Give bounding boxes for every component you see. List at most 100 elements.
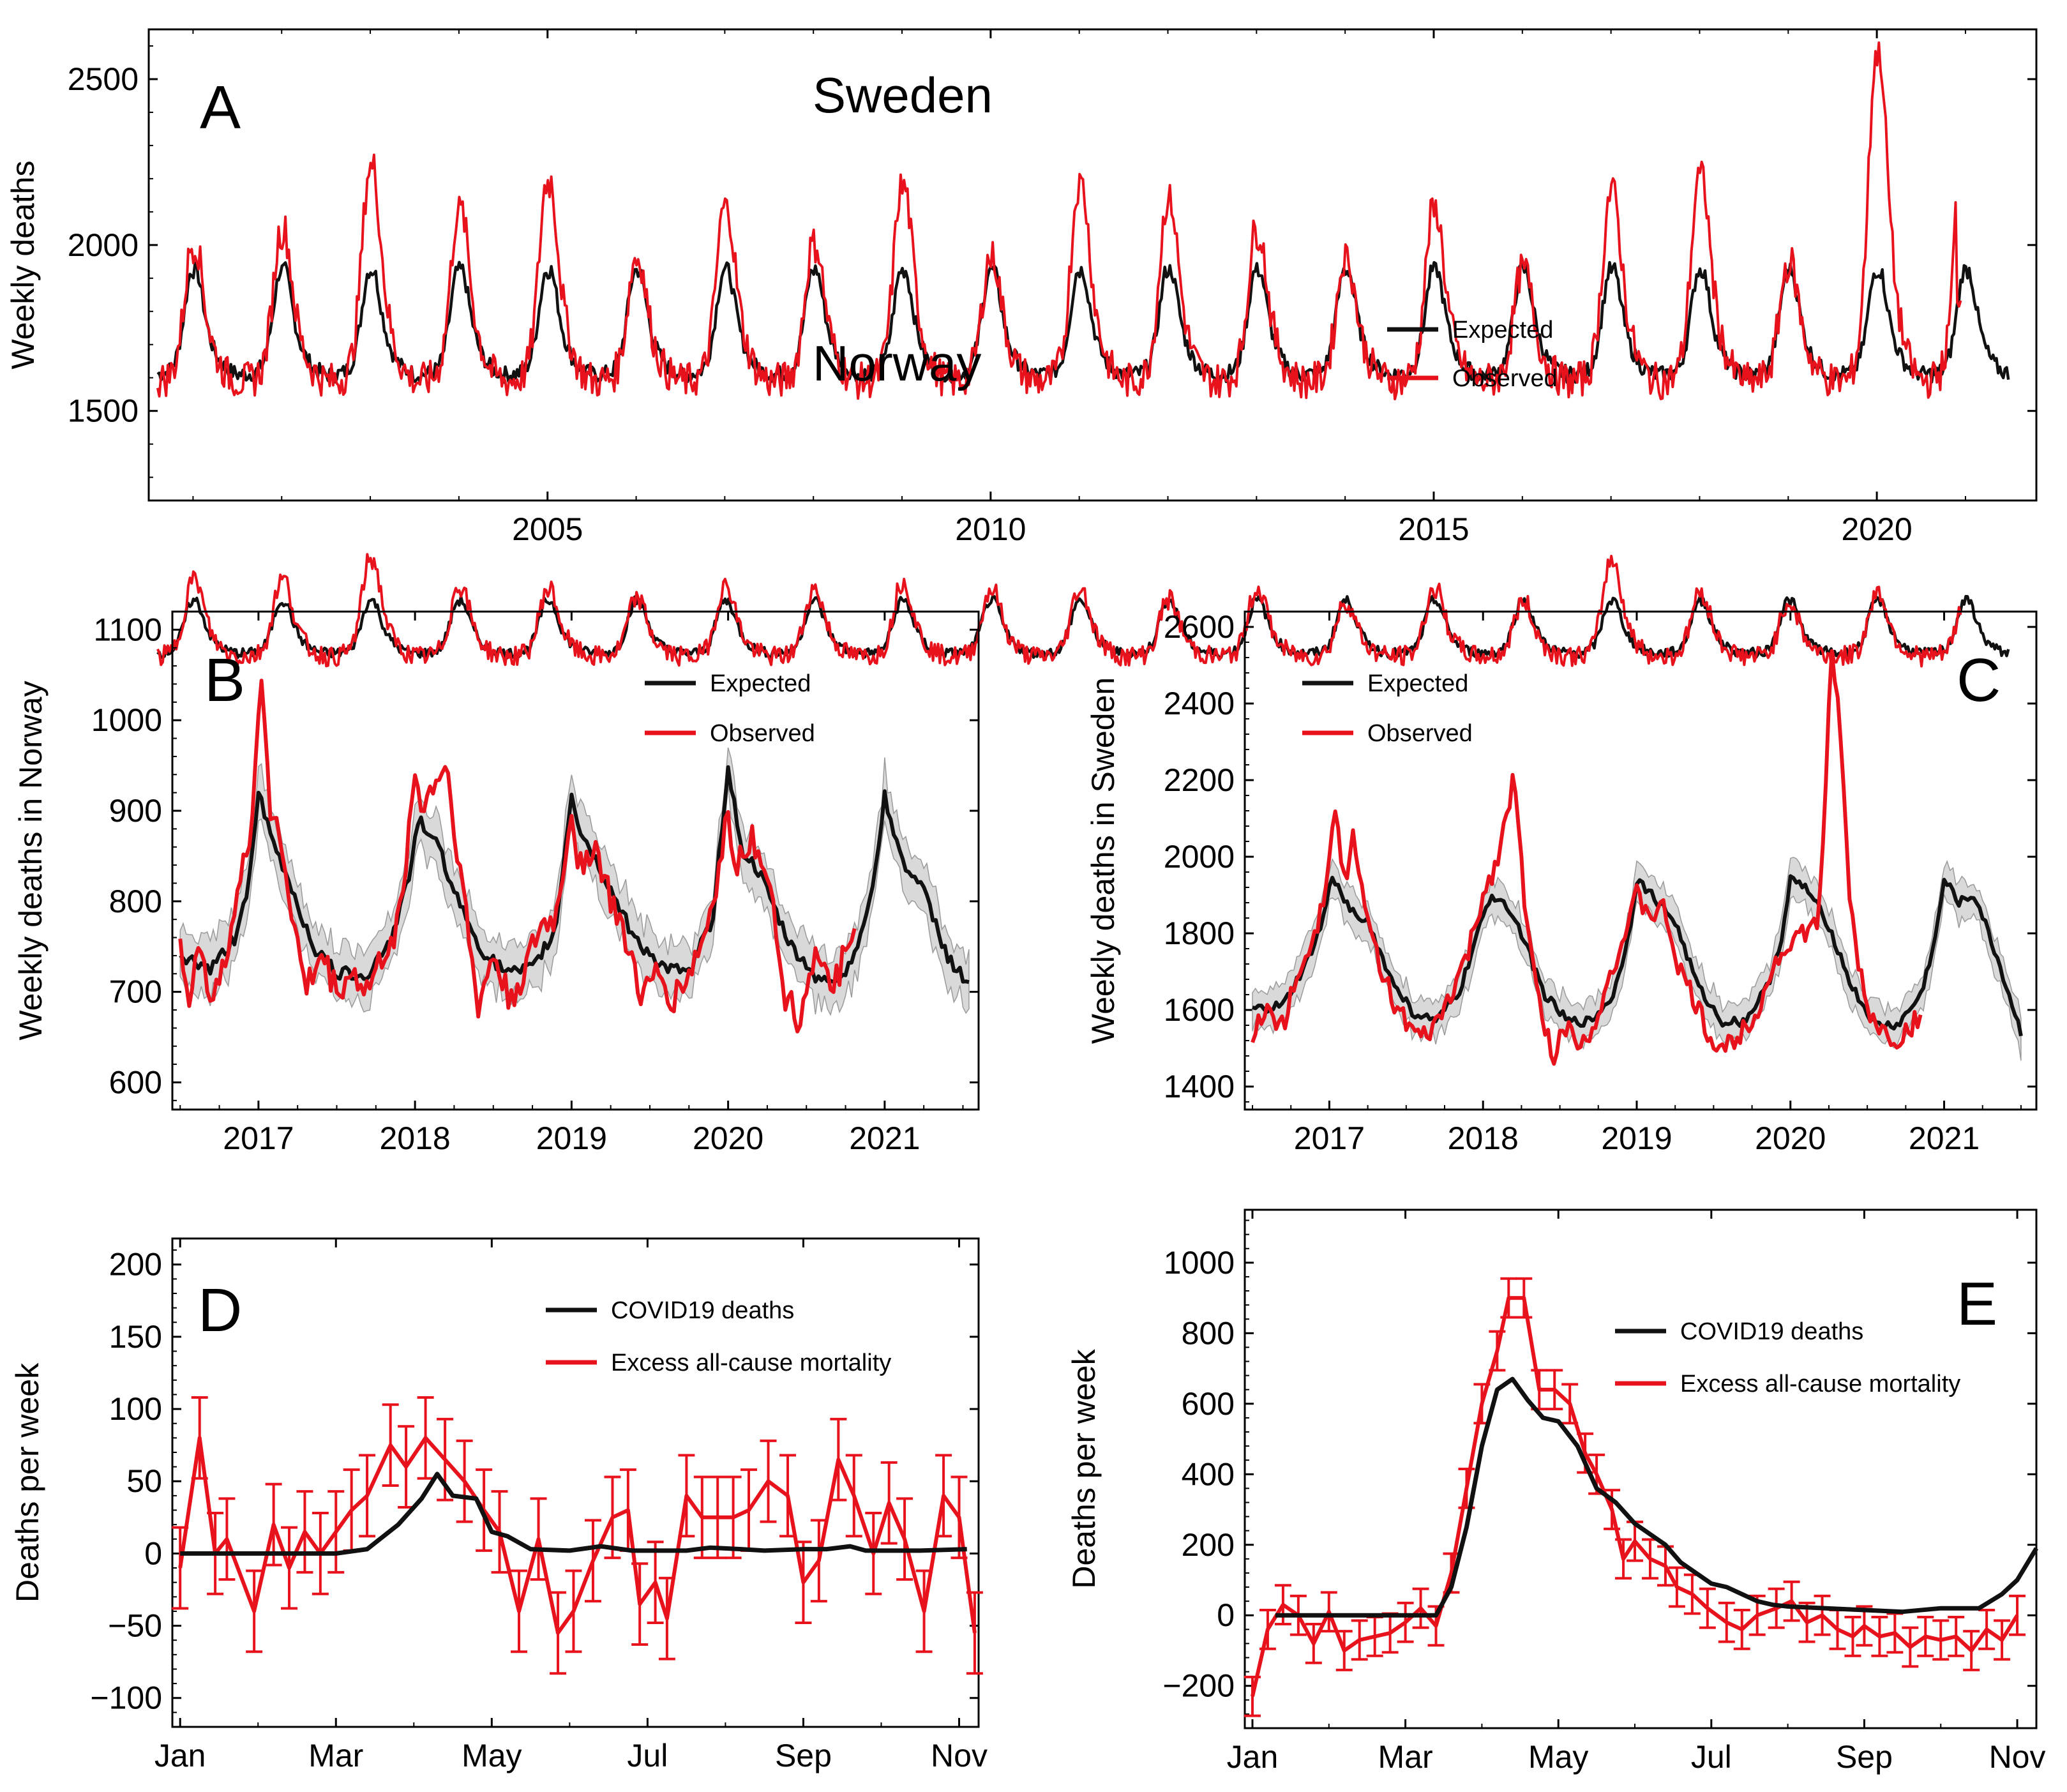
plot-frame [171,1237,980,1728]
y-tick-label: 2200 [1164,762,1235,798]
x-tick-label: 2020 [1755,1120,1826,1156]
plot-frame [147,28,2038,502]
norway-label: Norway [813,335,981,391]
y-tick-label: 150 [109,1319,162,1355]
x-tick-label: 2015 [1398,511,1469,547]
x-tick-label: Jan [1227,1739,1279,1775]
y-tick-label: 2400 [1164,686,1235,721]
y-tick-label: 0 [144,1535,162,1571]
panel-d: −100 −50 0 50 100 150 200 Deaths per week Jan Mar… [10,1237,988,1773]
y-tick-label: 50 [126,1463,162,1499]
x-tick-label: 2020 [1841,511,1912,547]
panel-letter: D [198,1276,242,1344]
x-tick-label: 2018 [380,1120,451,1156]
panel-letter: C [1957,646,2001,714]
y-tick-label: 1600 [1164,992,1235,1028]
sweden-label: Sweden [813,67,993,123]
panel-letter: A [200,73,241,142]
norway-expected-line [156,594,2010,659]
panel-c: 1400 1600 1800 2000 2200 2400 2600 Weekly death… [1085,609,2038,1156]
y-axis-title: Weekly deaths [5,160,41,369]
y-tick-label: 1000 [1164,1245,1235,1281]
sweden-observed-line [156,41,1962,401]
x-tick-label: Sep [775,1738,832,1773]
y-tick-label: 600 [1182,1386,1235,1422]
x-tick-label: 2019 [536,1120,607,1156]
legend-observed-label: Observed [710,720,815,747]
panel-b: 600 700 800 900 1000 1100 Weekly deaths in Nor… [13,610,980,1156]
x-tick-label: Jan [154,1738,206,1773]
y-tick-label: 700 [109,974,162,1010]
y-tick-label: 1500 [68,393,139,429]
y-tick-label: −50 [108,1608,162,1644]
y-tick-label: 2500 [68,61,139,97]
x-tick-label: 2021 [1909,1120,1980,1156]
x-tick-label: 2020 [693,1120,763,1156]
panel-letter: B [204,646,245,714]
y-tick-label: 900 [109,793,162,829]
y-tick-label: 0 [1217,1597,1235,1633]
panel-e: −200 0 200 400 600 800 1000 Deaths per week Jan M… [1066,1208,2046,1775]
covid-deaths-line [1275,1376,2038,1618]
x-tick-label: Jul [627,1738,668,1773]
plot-frame [171,610,980,1111]
y-axis-title: Weekly deaths in Norway [13,681,49,1040]
y-axis-title: Deaths per week [10,1362,45,1602]
y-tick-label: 800 [1182,1315,1235,1351]
legend-excess-label: Excess all-cause mortality [1680,1371,1960,1397]
y-tick-label: 400 [1182,1456,1235,1492]
plot-frame [1244,610,2038,1111]
plot-frame [1244,1208,2038,1729]
y-tick-label: 600 [109,1064,162,1100]
legend-excess-label: Excess all-cause mortality [611,1350,891,1376]
x-tick-label: Sep [1836,1739,1893,1775]
legend-observed-label: Observed [1452,365,1558,392]
y-tick-label: 200 [109,1247,162,1283]
x-tick-label: 2019 [1601,1120,1672,1156]
y-tick-label: 2600 [1164,609,1235,645]
legend-expected-label: Expected [710,670,811,697]
legend-observed-label: Observed [1367,720,1473,747]
x-tick-label: Mar [1378,1739,1433,1775]
x-tick-label: 2010 [955,511,1026,547]
observed-line [1251,649,1923,1066]
legend-expected-label: Expected [1367,670,1468,697]
y-tick-label: 1800 [1164,915,1235,951]
covid-deaths-line [180,1472,967,1556]
x-tick-label: 2021 [849,1120,920,1156]
norway-observed-line [156,553,1962,668]
x-tick-label: May [1528,1739,1588,1775]
y-tick-label: −100 [90,1680,162,1716]
legend-expected-label: Expected [1452,317,1553,343]
y-axis-title: Weekly deaths in Sweden [1085,677,1121,1044]
legend-covid-label: COVID19 deaths [1680,1318,1863,1345]
y-tick-label: 800 [109,884,162,919]
y-tick-label: 2000 [1164,839,1235,875]
expected-confidence-band [179,747,970,1016]
y-tick-label: 1100 [93,612,162,647]
x-tick-label: 2017 [223,1120,294,1156]
x-tick-label: 2005 [512,511,583,547]
y-tick-label: 1000 [91,702,162,738]
y-tick-label: 200 [1182,1527,1235,1563]
excess-mortality-line [1251,1296,2019,1697]
x-tick-label: 2018 [1448,1120,1519,1156]
x-tick-label: Mar [308,1738,363,1773]
y-tick-label: 100 [109,1391,162,1427]
y-tick-label: −200 [1162,1668,1235,1704]
legend-covid-label: COVID19 deaths [611,1297,794,1324]
y-axis-title: Deaths per week [1066,1348,1102,1588]
sweden-expected-line [156,260,2010,384]
x-tick-label: Nov [1989,1739,2046,1775]
excess-mortality-line [178,1436,977,1635]
panel-letter: E [1957,1270,1997,1338]
observed-line [178,679,857,1034]
y-tick-label: 2000 [68,227,139,263]
x-tick-label: May [462,1738,522,1773]
x-tick-label: 2017 [1294,1120,1365,1156]
x-tick-label: Jul [1691,1739,1732,1775]
y-tick-label: 1400 [1164,1069,1235,1104]
x-tick-label: Nov [931,1738,988,1773]
panel-a: 1500 2000 2500 Weekly deaths 2005 2010 2015 202… [5,28,2038,668]
